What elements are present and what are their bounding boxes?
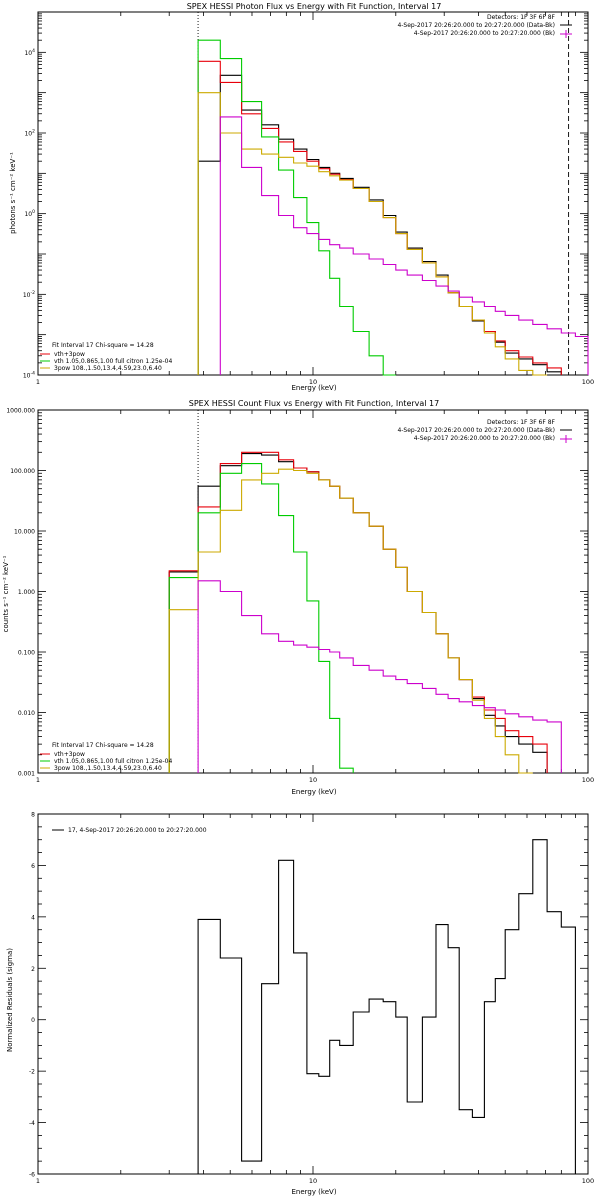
photon-flux-y-axis-label: photons s⁻¹ cm⁻² keV⁻¹	[9, 152, 17, 234]
count-flux-y-axis-label: counts s⁻¹ cm⁻² keV⁻¹	[2, 555, 10, 632]
photon-flux-y-tick-label: 104	[24, 48, 35, 57]
count-flux-panel: SPEX HESSI Count Flux vs Energy with Fit…	[2, 399, 594, 796]
count-flux-x-tick-label: 1	[36, 776, 40, 784]
count-flux-legend-3pow: 3pow 108.,1.50,13.4,4.59,23.0,6.40	[54, 765, 162, 772]
residuals-y-tick-label: -4	[29, 1120, 35, 1127]
photon-flux-detectors-label: Detectors: 1F 3F 6F 8F	[487, 14, 556, 21]
count-flux-x-axis-label: Energy (keV)	[291, 788, 336, 796]
count-flux-header-legend-marks	[560, 429, 572, 443]
photon-flux-x-tick-label: 10	[309, 378, 317, 386]
photon-flux-header-legend-marks	[560, 24, 572, 38]
photon-flux-series-series-0	[197, 74, 588, 376]
photon-flux-x-tick-label: 1	[36, 378, 40, 386]
residuals-y-tick-label: -2	[29, 1069, 35, 1076]
photon-flux-series-vth	[197, 39, 396, 376]
photon-flux-y-tick-label: 10-4	[23, 371, 35, 380]
count-flux-y-tick-label: 0.001	[18, 771, 35, 778]
photon-flux-x-tick-label: 100	[582, 378, 594, 386]
count-flux-x-tick-label: 100	[582, 776, 594, 784]
residuals-panel: 1 10 100 -6 -4 -2 0 2 4 6 8 Energy (keV) Normalize…	[6, 812, 594, 1197]
count-flux-legend-total: vth+3pow	[54, 751, 85, 758]
residuals-x-axis-label: Energy (keV)	[291, 1188, 336, 1196]
photon-flux-y-tick-label: 102	[24, 129, 35, 138]
photon-flux-bk-interval-label: 4-Sep-2017 20:26:20.000 to 20:27:20.000 …	[414, 30, 555, 37]
count-flux-y-tick-label: 100.000	[10, 468, 35, 475]
residuals-y-tick-label: 4	[31, 914, 35, 921]
residuals-y-tick-label: 2	[31, 966, 35, 973]
photon-flux-legend: vth+3pow vth 1.05,0.865,1.00 full citron…	[40, 351, 172, 372]
count-flux-series-series-4	[197, 580, 562, 773]
photon-flux-y-tick-label: 10-2	[23, 290, 35, 299]
residuals-y-ticks: -6 -4 -2 0 2 4 6 8	[29, 812, 588, 1179]
count-flux-y-tick-label: 10.000	[14, 529, 35, 536]
count-flux-y-tick-label: 0.010	[18, 710, 35, 717]
photon-flux-plot-area: 1 10 100 10-4 10-2 100 102 104	[23, 11, 594, 386]
residuals-series-17	[197, 839, 576, 1174]
residuals-x-tick-label: 10	[309, 1177, 317, 1185]
photon-flux-series-series-4	[219, 116, 589, 375]
residuals-y-tick-label: 8	[31, 812, 35, 819]
photon-flux-y-ticks: 10-4 10-2 100 102 104	[23, 11, 588, 380]
count-flux-series-vth	[168, 463, 354, 773]
residuals-y-axis-label: Normalized Residuals (sigma)	[6, 948, 14, 1052]
residuals-y-tick-label: 0	[31, 1017, 35, 1024]
photon-flux-panel: SPEX HESSI Photon Flux vs Energy with Fi…	[9, 2, 594, 392]
count-flux-detectors-label: Detectors: 1F 3F 6F 8F	[487, 419, 556, 426]
photon-flux-data-interval-label: 4-Sep-2017 20:26:20.000 to 20:27:20.000 …	[397, 22, 555, 29]
count-flux-legend-vth: vth 1.05,0.865,1.00 full citron 1.25e-04	[54, 758, 172, 765]
count-flux-plot-area: 1 10 100 0.001 0.010 0.100 1.000 10.000 100.000 1…	[6, 408, 594, 785]
count-flux-y-tick-label: 0.100	[18, 650, 35, 657]
residuals-x-tick-label: 1	[36, 1177, 40, 1185]
count-flux-x-tick-label: 10	[309, 776, 317, 784]
photon-flux-y-tick-label: 100	[24, 209, 35, 218]
count-flux-series-3pow	[168, 468, 533, 774]
photon-flux-legend-vth: vth 1.05,0.865,1.00 full citron 1.25e-04	[54, 358, 172, 365]
residuals-x-ticks: 1 10 100	[36, 814, 594, 1185]
residuals-legend-label: 17, 4-Sep-2017 20:26:20.000 to 20:27:20.…	[68, 827, 207, 834]
count-flux-y-tick-label: 1000.000	[6, 408, 35, 415]
photon-flux-series-3pow	[197, 92, 548, 376]
residuals-y-tick-label: 6	[31, 863, 35, 870]
photon-flux-x-ticks: 1 10 100	[36, 12, 594, 386]
count-flux-fit-interval-label: Fit Interval 17 Chi-square = 14.28	[52, 742, 154, 749]
count-flux-legend: vth+3pow vth 1.05,0.865,1.00 full citron…	[40, 751, 172, 772]
photon-flux-legend-3pow: 3pow 108.,1.50,13.4,4.59,23.0,6.40	[54, 365, 162, 372]
residuals-plot-area: 1 10 100 -6 -4 -2 0 2 4 6 8	[29, 812, 594, 1186]
count-flux-bk-interval-label: 4-Sep-2017 20:26:20.000 to 20:27:20.000 …	[414, 435, 555, 442]
photon-flux-legend-total: vth+3pow	[54, 351, 85, 358]
photon-flux-x-axis-label: Energy (keV)	[291, 384, 336, 392]
count-flux-data-interval-label: 4-Sep-2017 20:26:20.000 to 20:27:20.000 …	[397, 427, 555, 434]
count-flux-y-ticks: 0.001 0.010 0.100 1.000 10.000 100.000 1000.00…	[6, 408, 588, 778]
residuals-x-tick-label: 100	[582, 1177, 594, 1185]
residuals-y-tick-label: -6	[29, 1172, 35, 1179]
photon-flux-title: SPEX HESSI Photon Flux vs Energy with Fi…	[187, 2, 442, 11]
count-flux-y-tick-label: 1.000	[18, 589, 35, 596]
count-flux-title: SPEX HESSI Count Flux vs Energy with Fit…	[189, 399, 440, 408]
photon-flux-fit-interval-label: Fit Interval 17 Chi-square = 14.28	[52, 342, 154, 349]
